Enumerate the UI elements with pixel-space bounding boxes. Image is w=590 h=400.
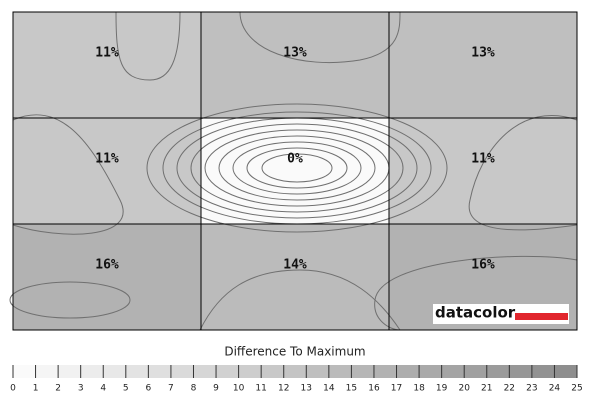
scale-block bbox=[35, 365, 59, 378]
scale-block bbox=[125, 365, 149, 378]
scale-tick-label: 20 bbox=[458, 384, 470, 394]
scale-block bbox=[486, 365, 510, 378]
scale-block bbox=[261, 365, 284, 378]
scale-block bbox=[441, 365, 465, 378]
scale-block bbox=[373, 365, 397, 378]
scale-tick-label: 25 bbox=[571, 384, 582, 394]
cell-label: 16% bbox=[95, 258, 119, 273]
scale-tick-label: 10 bbox=[233, 384, 245, 394]
cell-label: 11% bbox=[95, 152, 119, 167]
cell-labels: 11% 13% 13% 11% 0% 11% 16% 14% 16% bbox=[95, 46, 495, 273]
logo-text: datacolor bbox=[435, 304, 516, 322]
cell bbox=[13, 224, 201, 330]
cell-label: 16% bbox=[471, 258, 495, 273]
scale-tick-label: 8 bbox=[191, 384, 197, 394]
cell bbox=[389, 12, 577, 118]
scale-tick-label: 2 bbox=[55, 384, 61, 394]
scale-block bbox=[216, 365, 239, 378]
scale-tick-label: 24 bbox=[549, 384, 561, 394]
scale-block bbox=[193, 365, 217, 378]
scale-block bbox=[419, 365, 442, 378]
scale-block bbox=[531, 365, 555, 378]
scale-tick-label: 0 bbox=[10, 384, 16, 394]
cell bbox=[201, 12, 389, 118]
cell-label: 14% bbox=[283, 258, 307, 273]
logo: datacolor bbox=[433, 304, 569, 324]
scale: 0 1 2 3 4 5 6 7 8 9 10 11 12 13 14 15 16 17 18 19 20 21 22 23 24… bbox=[10, 365, 583, 394]
scale-tick-label: 12 bbox=[278, 384, 289, 394]
scale-tick-label: 13 bbox=[301, 384, 312, 394]
scale-block bbox=[58, 365, 81, 378]
scale-tick-label: 9 bbox=[213, 384, 219, 394]
cell bbox=[13, 12, 201, 118]
legend-title: Difference To Maximum bbox=[224, 345, 365, 359]
scale-block bbox=[351, 365, 374, 378]
scale-block bbox=[509, 365, 532, 378]
scale-tick-label: 1 bbox=[33, 384, 39, 394]
scale-tick-label: 16 bbox=[368, 384, 380, 394]
scale-block bbox=[80, 365, 104, 378]
cell-label: 11% bbox=[471, 152, 495, 167]
cell-label: 11% bbox=[95, 46, 119, 61]
scale-block bbox=[464, 365, 487, 378]
grid bbox=[12, 11, 578, 331]
scale-block bbox=[170, 365, 194, 378]
scale-tick-label: 14 bbox=[323, 384, 335, 394]
scale-block bbox=[396, 365, 420, 378]
cell bbox=[389, 118, 577, 224]
scale-tick-label: 4 bbox=[100, 384, 106, 394]
scale-tick-label: 6 bbox=[145, 384, 151, 394]
scale-tick-label: 11 bbox=[255, 384, 266, 394]
scale-tick-label: 5 bbox=[123, 384, 129, 394]
scale-tick-label: 21 bbox=[481, 384, 492, 394]
cell bbox=[13, 118, 201, 224]
scale-block bbox=[148, 365, 171, 378]
scale-tick-label: 18 bbox=[413, 384, 425, 394]
scale-tick-label: 7 bbox=[168, 384, 174, 394]
scale-block bbox=[13, 365, 36, 378]
scale-block bbox=[328, 365, 352, 378]
scale-tick-label: 23 bbox=[526, 384, 537, 394]
scale-tick-label: 22 bbox=[504, 384, 515, 394]
scale-tick-label: 15 bbox=[346, 384, 357, 394]
scale-tick-label: 19 bbox=[436, 384, 448, 394]
scale-block bbox=[306, 365, 329, 378]
scale-block bbox=[103, 365, 126, 378]
scale-block bbox=[238, 365, 262, 378]
scale-tick-label: 3 bbox=[78, 384, 84, 394]
cell-label: 13% bbox=[471, 46, 495, 61]
scale-block bbox=[554, 365, 577, 378]
cell bbox=[201, 224, 389, 330]
scale-tick-label: 17 bbox=[391, 384, 402, 394]
cell-label: 13% bbox=[283, 46, 307, 61]
cell-label: 0% bbox=[287, 152, 303, 167]
scale-block bbox=[283, 365, 307, 378]
